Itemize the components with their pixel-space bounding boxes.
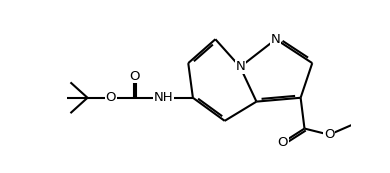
Text: N: N [235, 60, 245, 74]
Text: N: N [271, 33, 281, 46]
Text: O: O [278, 136, 288, 149]
Text: O: O [324, 128, 335, 141]
Text: NH: NH [154, 91, 173, 104]
Text: O: O [106, 91, 116, 104]
Text: O: O [129, 70, 139, 83]
